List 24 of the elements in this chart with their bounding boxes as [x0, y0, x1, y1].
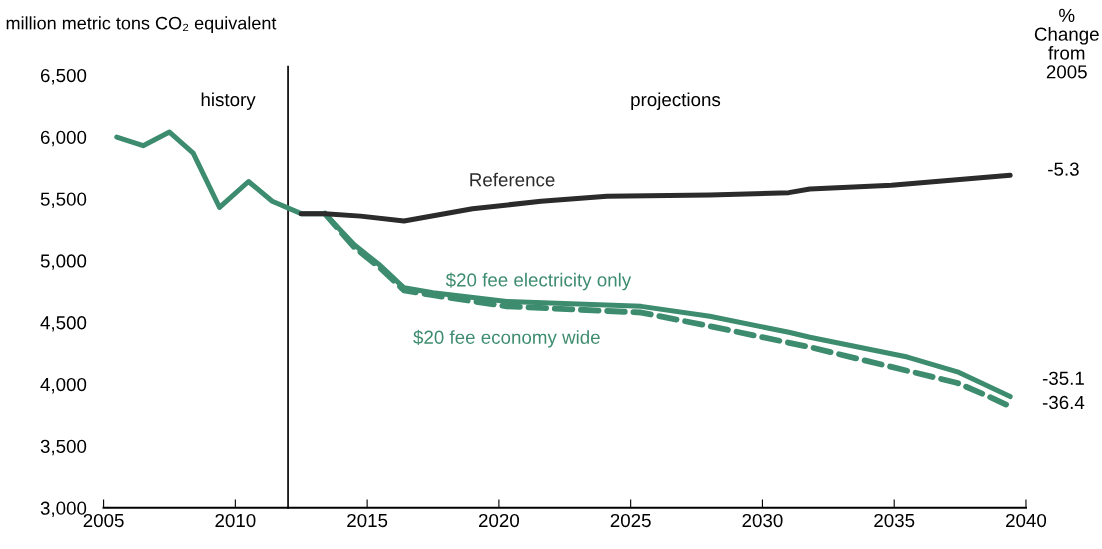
x-tick-label: 2030 — [742, 513, 783, 528]
y-tick-label: 5,000 — [40, 254, 87, 270]
x-tick-label: 2040 — [1006, 513, 1047, 528]
x-tick-label: 2035 — [874, 513, 915, 528]
text: % Change from 2005 — [1034, 8, 1099, 79]
text: -35.1 — [1042, 371, 1084, 385]
y-tick-label: 4,500 — [40, 316, 87, 332]
x-tick-label: 2015 — [347, 513, 388, 528]
series-label: $20 fee electricity only — [445, 272, 632, 291]
y-tick-label: 3,500 — [40, 439, 87, 456]
x-tick-label: 2020 — [478, 513, 520, 528]
y-tick-label: 4,000 — [40, 377, 87, 394]
y-axis-title: million metric tons CO₂ equivalent — [6, 16, 277, 34]
y-tick-label: 6,000 — [40, 130, 87, 147]
text: -36.4 — [1042, 395, 1085, 410]
x-tick-label: 2010 — [215, 513, 256, 528]
text: -5.3 — [1048, 162, 1079, 176]
series-label: $20 fee economy wide — [413, 329, 600, 348]
annotation: history — [201, 92, 256, 110]
y-tick-label: 5,500 — [40, 192, 87, 209]
series-label: Reference — [470, 172, 555, 187]
y-tick-label: 6,500 — [40, 68, 87, 85]
annotation: projections — [631, 92, 721, 110]
x-tick-label: 2025 — [610, 513, 651, 528]
